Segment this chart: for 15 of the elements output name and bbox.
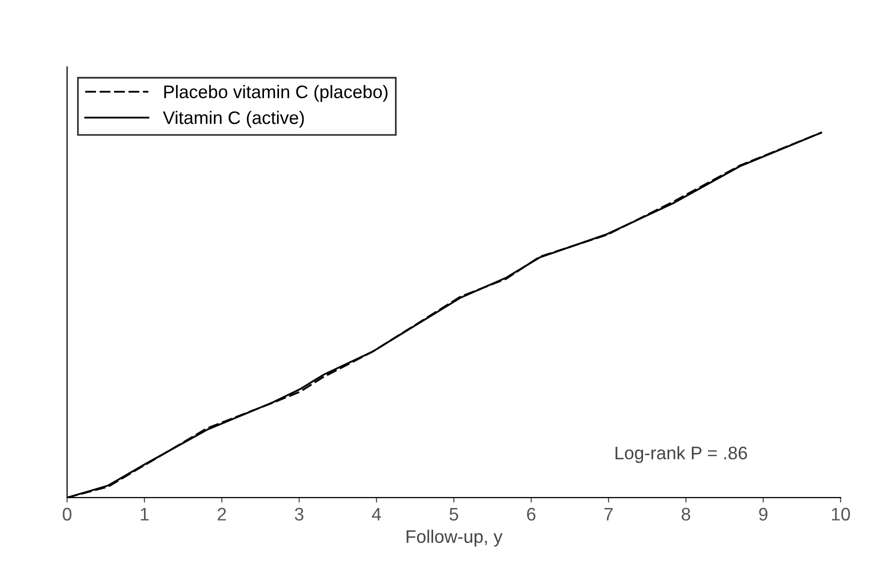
x-tick-label: 2 — [218, 508, 226, 520]
x-tick-label: 10 — [832, 508, 850, 521]
x-tick-label: 0 — [62, 508, 72, 521]
annotation: Log-rank P = .86 — [616, 446, 748, 463]
legend-label: Placebo vitamin C (placebo) — [164, 84, 388, 102]
x-tick-label: 4 — [372, 508, 382, 520]
x-tick-label: 8 — [682, 508, 690, 521]
x-tick-label: 7 — [604, 508, 613, 520]
x-axis-title: Follow-up, y — [406, 530, 502, 547]
legend-label: Vitamin C (active) — [162, 110, 304, 128]
x-tick-label: 1 — [140, 508, 149, 520]
x-tick-label: 3 — [294, 508, 304, 521]
x-tick-label: 5 — [450, 508, 458, 521]
x-tick-label: 6 — [527, 508, 536, 521]
x-tick-label: 9 — [759, 508, 768, 521]
